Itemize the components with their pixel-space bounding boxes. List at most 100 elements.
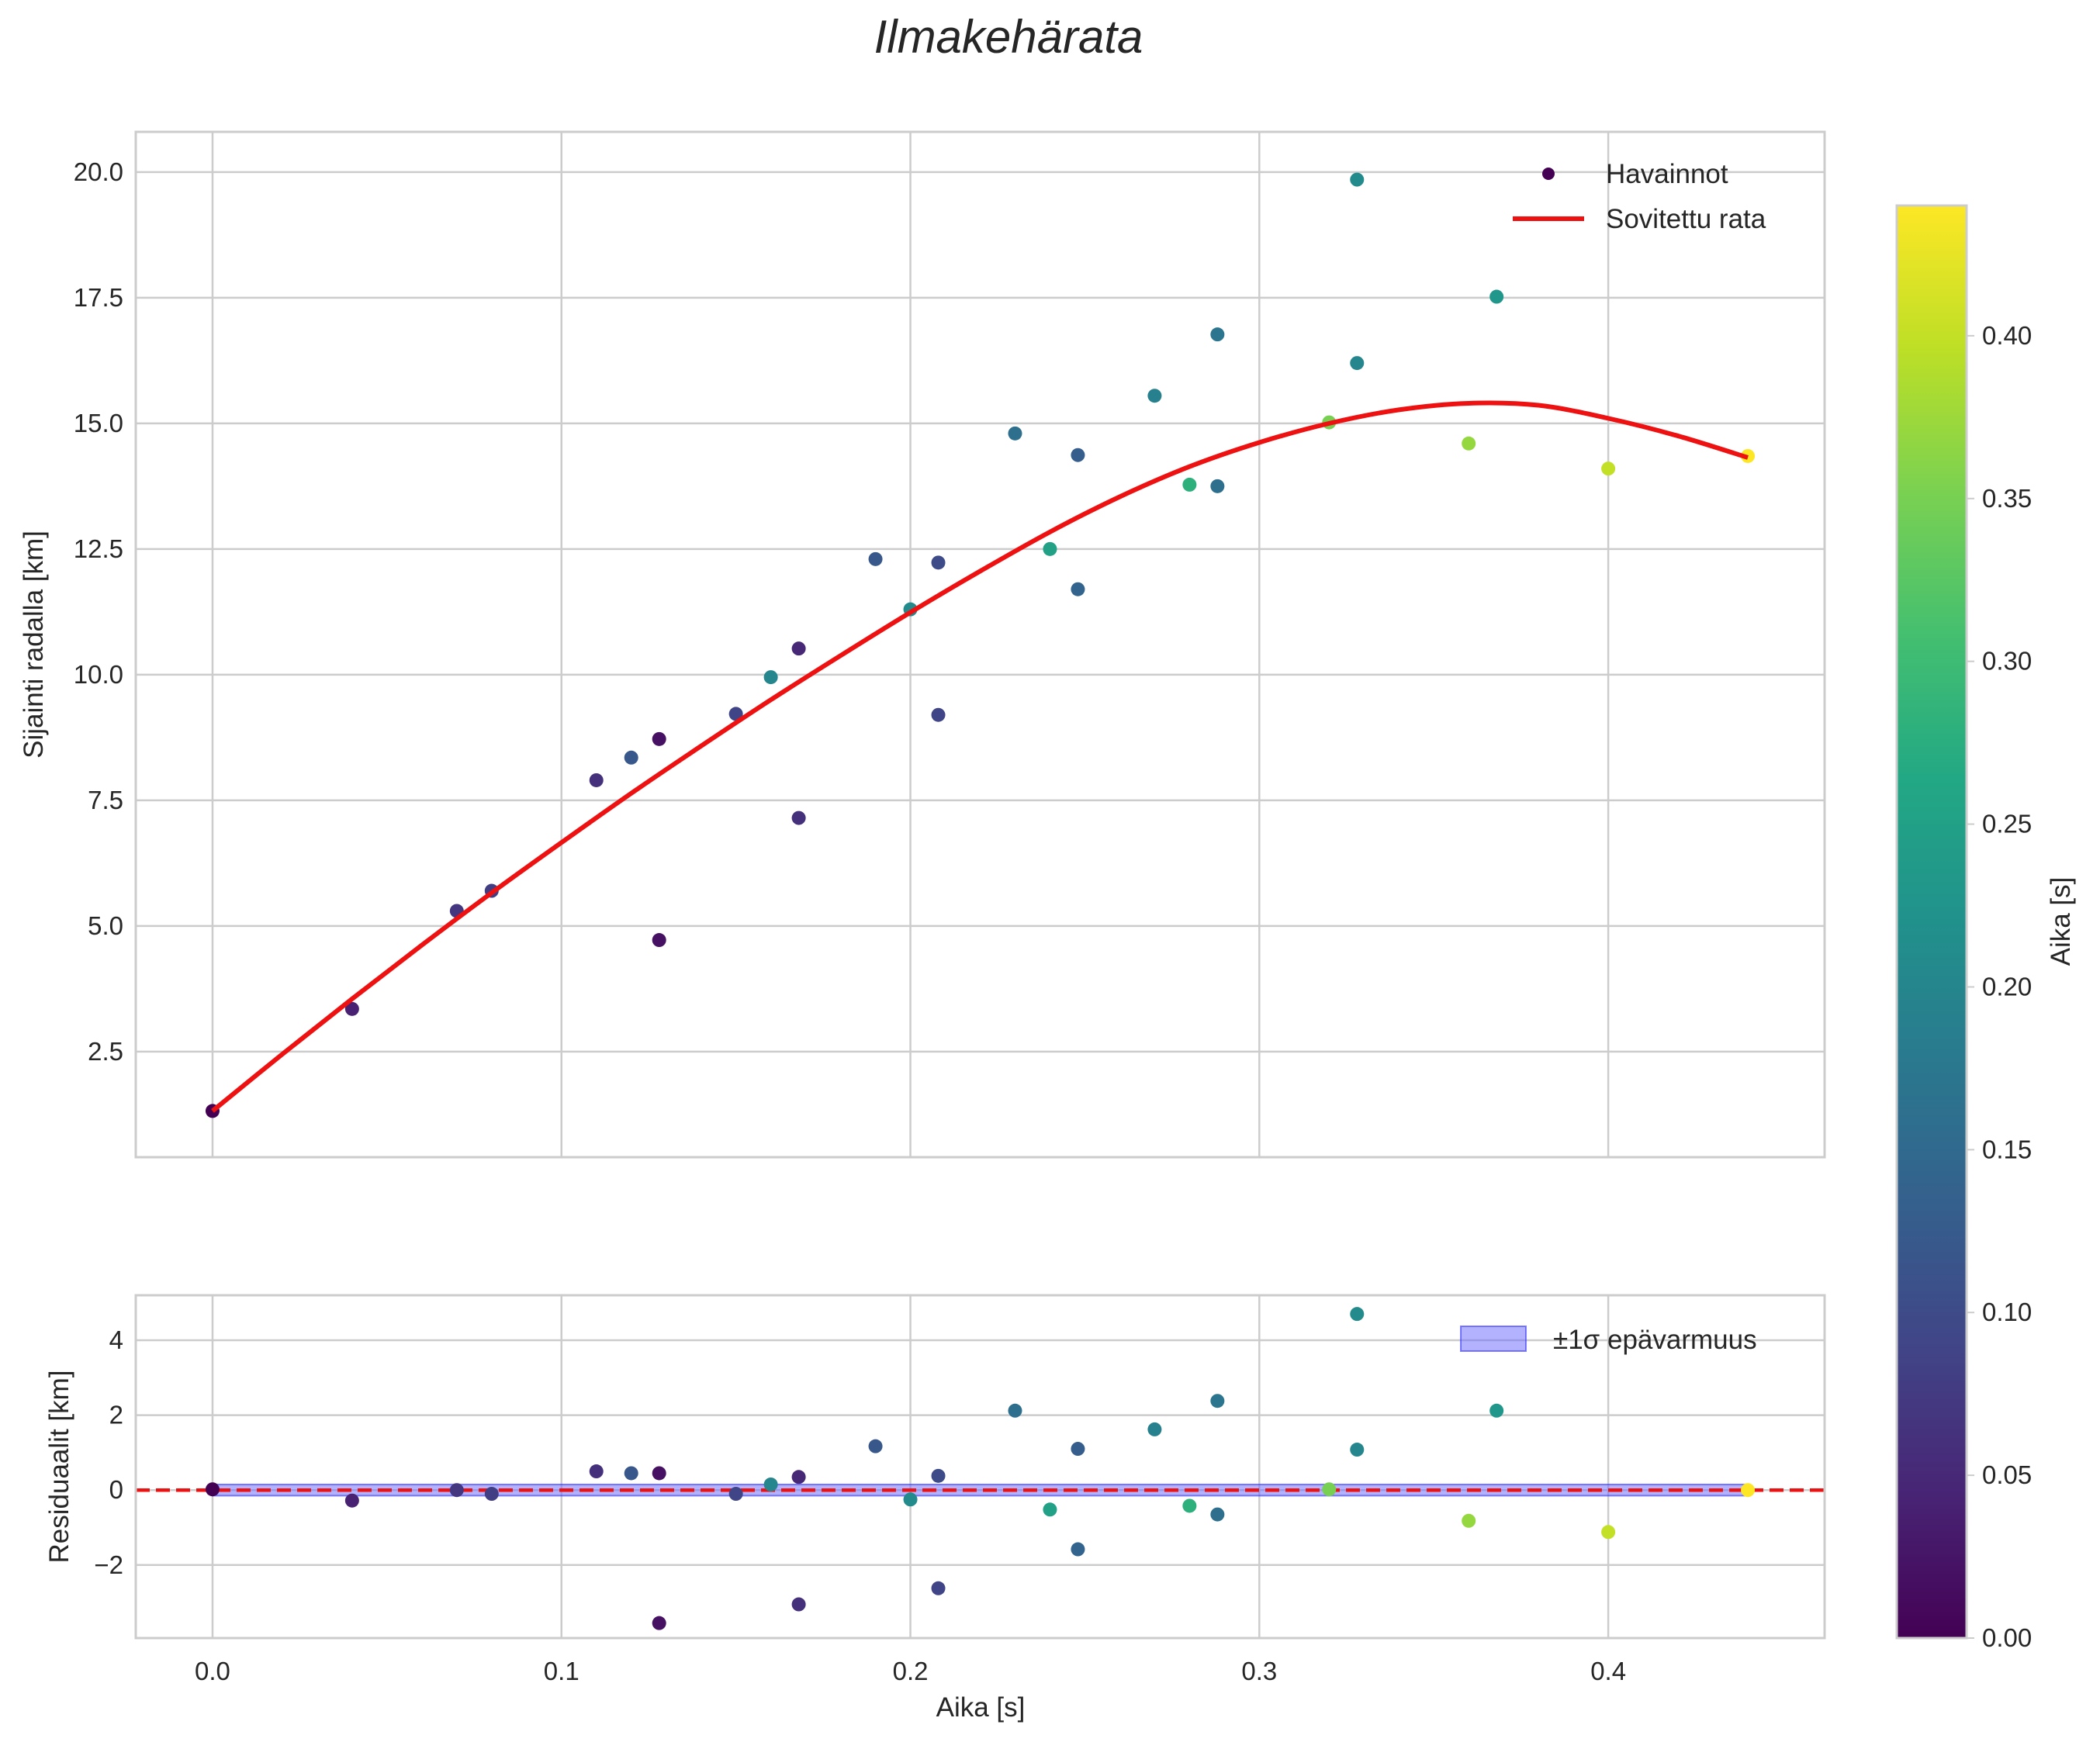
residuals-y-tick-label: 0 [109,1475,123,1504]
observation-point [1601,461,1616,476]
residuals-y-tick-label: 2 [109,1401,123,1429]
observation-point [931,707,946,722]
chart-title: Ilmakehärata [874,11,1143,63]
residual-point [1322,1482,1337,1497]
residual-point [903,1492,918,1507]
residual-point [1741,1483,1756,1498]
observation-point [589,772,604,787]
residuals-y-axis-label: Residuaalit [km] [44,1370,74,1564]
main-y-tick-label: 10.0 [74,660,123,689]
observation-point [791,811,806,825]
colorbar-tick-label: 0.20 [1982,972,2032,1001]
observation-point [791,641,806,656]
legend-observations-marker [1542,168,1555,180]
residual-point [1210,1507,1225,1522]
residuals-x-tick-label: 0.2 [893,1657,929,1685]
main-y-tick-label: 7.5 [88,786,123,814]
legend-observations-label: Havainnot [1606,159,1728,189]
residual-point [728,1487,743,1502]
legend-sigma-swatch [1460,1326,1527,1352]
residual-point [931,1468,946,1483]
colorbar-tick-label: 0.15 [1982,1135,2032,1163]
residual-point [1601,1525,1616,1540]
residual-point [868,1439,883,1453]
main-y-tick-label: 5.0 [88,911,123,940]
legend-fit-label: Sovitettu rata [1606,204,1766,234]
residuals-y-tick-label: −2 [94,1550,123,1579]
main-plot-frame [134,130,1826,1159]
residual-point [652,1616,666,1630]
residuals-y-ticks: −2 0 2 4 [94,1326,123,1579]
colorbar-ticks: 0.00 0.05 0.10 0.15 0.20 0.25 0.30 0.35 0.40 [1967,321,2032,1652]
observation-point [1071,448,1085,462]
observation-point [1182,477,1197,492]
colorbar-tick-label: 0.30 [1982,647,2032,676]
colorbar: 0.00 0.05 0.10 0.15 0.20 0.25 0.30 0.35 0.40 Aik… [1895,204,2076,1652]
residual-point [624,1466,638,1481]
observation-point [931,555,946,570]
residual-point [652,1466,666,1481]
main-y-ticks: 2.5 5.0 7.5 10.0 12.5 15.0 17.5 20.0 [74,157,123,1066]
residual-point [763,1477,778,1491]
residual-point [1147,1422,1162,1436]
observation-point [1008,426,1022,441]
observation-point [1462,436,1476,451]
main-grid [136,132,1825,1157]
residual-point [1350,1307,1365,1322]
residual-point [1489,1403,1504,1418]
observation-point [652,933,666,948]
observation-point [728,707,743,721]
residual-point [484,1487,499,1502]
residual-point [1210,1394,1225,1408]
colorbar-tick-label: 0.10 [1982,1298,2032,1326]
residuals-x-tick-label: 0.3 [1241,1657,1277,1685]
main-y-axis-label: Sijainti radalla [km] [19,531,49,759]
residuals-plot-frame [134,1294,1826,1640]
observation-point [624,750,638,765]
main-y-tick-label: 2.5 [88,1037,123,1066]
residuals-x-ticks: 0.0 0.1 0.2 0.3 0.4 [195,1657,1626,1685]
residual-point [1071,1442,1085,1457]
x-axis-label: Aika [s] [936,1692,1026,1723]
main-scatter-points [205,172,1756,1118]
residual-point [1008,1403,1022,1418]
colorbar-tick-label: 0.40 [1982,321,2032,350]
colorbar-label: Aika [s] [2046,877,2076,966]
residuals-x-tick-label: 0.1 [544,1657,579,1685]
observation-point [1147,389,1162,403]
colorbar-gradient [1895,204,1968,1640]
residuals-y-tick-label: 4 [109,1326,123,1354]
residual-point [1182,1498,1197,1513]
observation-point [1350,356,1365,371]
colorbar-tick-label: 0.35 [1982,484,2032,513]
observation-point [868,551,883,566]
legend-sigma-label: ±1σ epävarmuus [1553,1325,1757,1355]
colorbar-tick-label: 0.00 [1982,1623,2032,1652]
residual-point [589,1464,604,1479]
residual-point [791,1470,806,1485]
residuals-x-tick-label: 0.0 [195,1657,230,1685]
observation-point [1043,541,1057,556]
observation-point [652,731,666,746]
colorbar-tick-label: 0.05 [1982,1460,2032,1489]
main-y-tick-label: 12.5 [74,534,123,563]
residual-point [1350,1443,1365,1457]
fitted-trajectory-line [211,400,1749,1113]
observation-point [1210,327,1225,342]
main-legend: Havainnot Sovitettu rata [1513,159,1766,234]
main-y-tick-label: 17.5 [74,283,123,312]
observation-point [1071,582,1085,596]
observation-point [1210,479,1225,493]
residuals-x-tick-label: 0.4 [1590,1657,1626,1685]
residuals-legend: ±1σ epävarmuus [1460,1325,1757,1355]
residual-point [1071,1542,1085,1557]
observation-point [1489,289,1504,304]
residual-point [205,1482,220,1497]
main-y-tick-label: 20.0 [74,157,123,186]
residual-point [1462,1513,1476,1528]
residual-point [449,1483,464,1498]
observation-point [344,1001,359,1016]
main-y-tick-label: 15.0 [74,409,123,437]
residual-point [1043,1502,1057,1517]
